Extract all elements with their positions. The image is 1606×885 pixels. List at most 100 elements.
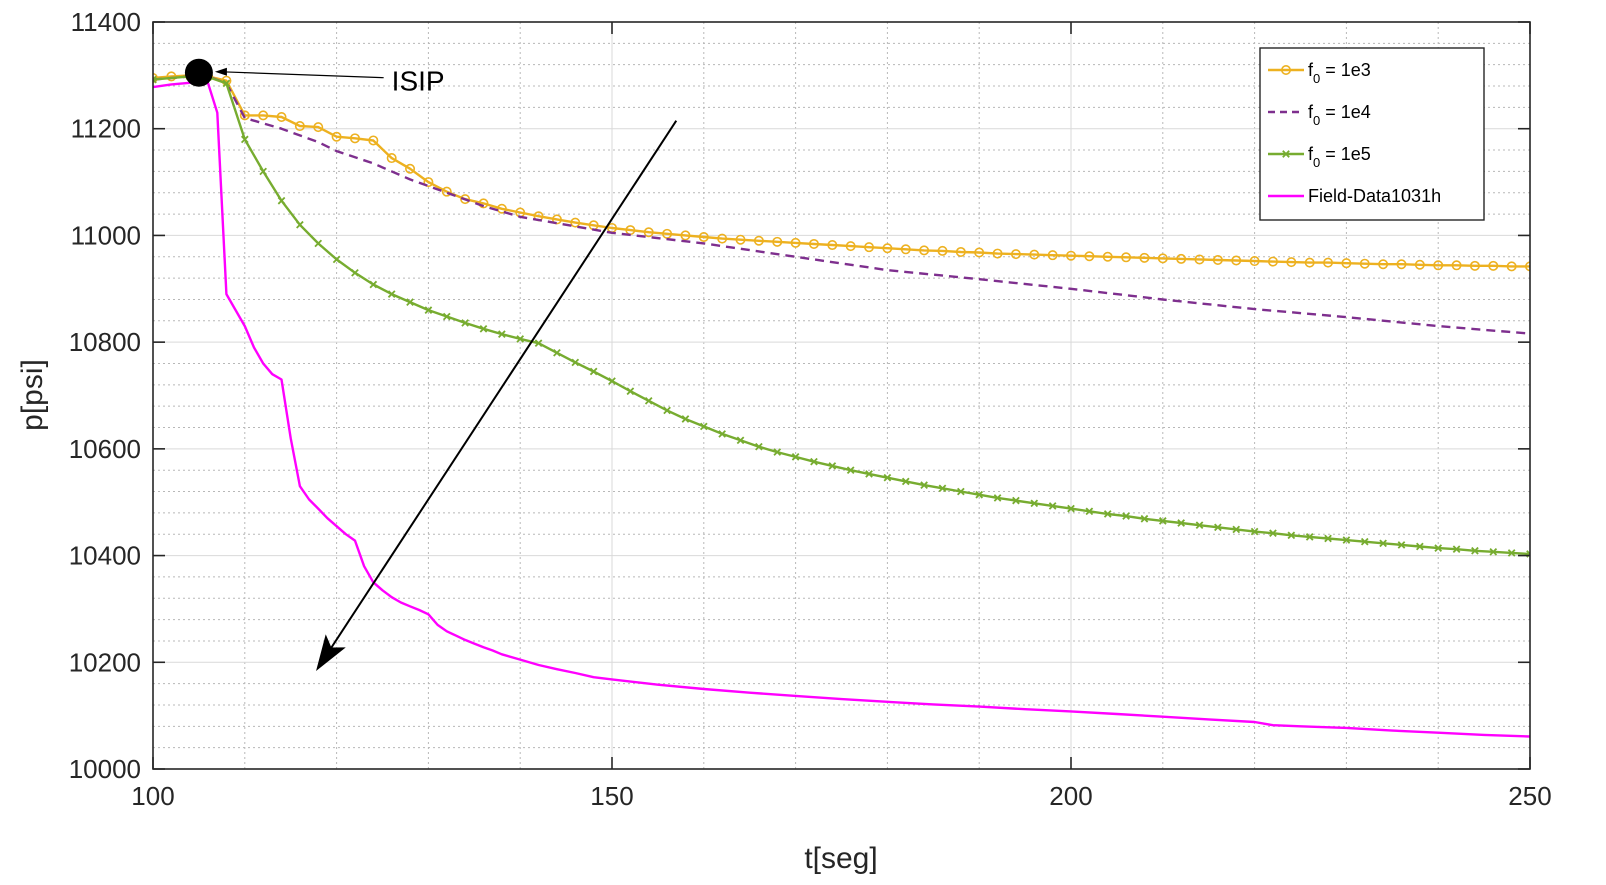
x-tick-label: 100 — [131, 781, 174, 811]
data-point-x — [810, 457, 818, 466]
data-point-circle — [643, 227, 654, 238]
legend-label: Field-Data1031h — [1308, 186, 1441, 206]
data-point-x — [626, 387, 635, 396]
y-tick-label: 10600 — [69, 434, 141, 464]
data-point-x — [1471, 546, 1479, 555]
data-point-x — [1067, 504, 1075, 513]
data-point-x — [1416, 542, 1424, 551]
data-point-circle — [900, 244, 911, 255]
data-point-x — [387, 290, 396, 298]
series-3 — [153, 72, 1530, 558]
data-point-x — [1177, 519, 1185, 527]
legend-label: f0 = 1e5 — [1308, 144, 1371, 170]
data-point-circle — [551, 214, 562, 225]
data-point-x — [1305, 533, 1314, 541]
data-point-circle — [1066, 250, 1077, 261]
data-point-circle — [1525, 261, 1530, 272]
data-point-x — [442, 312, 451, 321]
data-point-circle — [735, 234, 746, 245]
data-point-circle — [680, 230, 691, 241]
data-point-x — [846, 466, 855, 475]
data-point-circle — [1157, 253, 1168, 264]
data-point-x — [920, 481, 928, 489]
data-point-circle — [698, 232, 709, 243]
y-tick-label: 10800 — [69, 327, 141, 357]
data-point-x — [424, 306, 433, 314]
series-line — [153, 81, 1530, 738]
data-point-circle — [1047, 250, 1058, 261]
data-point-x — [314, 239, 323, 248]
data-point-x — [479, 324, 488, 333]
data-point-x — [406, 298, 414, 306]
data-point-circle — [1323, 257, 1334, 268]
series-layer — [153, 70, 1530, 738]
data-point-circle — [827, 240, 838, 251]
data-point-circle — [717, 233, 728, 244]
data-point-circle — [441, 186, 452, 197]
data-point-circle — [1396, 259, 1407, 270]
data-point-x — [773, 448, 782, 456]
data-point-x — [1324, 534, 1332, 543]
major-grid — [153, 22, 1530, 769]
legend-label: f0 = 1e3 — [1308, 60, 1371, 86]
legend-box — [1259, 47, 1485, 221]
data-point-circle — [276, 111, 287, 122]
legend-label: f0 = 1e4 — [1308, 102, 1371, 128]
annotation-layer: ISIP — [184, 58, 678, 671]
data-point-x — [718, 430, 726, 438]
data-point-x — [1269, 529, 1277, 537]
data-point-circle — [919, 245, 930, 256]
series-2 — [153, 75, 1530, 335]
data-point-circle — [1286, 257, 1297, 268]
trend-arrow — [316, 120, 678, 671]
data-point-x — [277, 196, 286, 205]
x-tick-label: 250 — [1508, 781, 1551, 811]
data-point-x — [901, 477, 910, 486]
data-point-x — [351, 268, 359, 277]
y-tick-label: 10200 — [69, 647, 141, 677]
data-point-x — [1282, 150, 1290, 158]
x-tick-label: 200 — [1049, 781, 1092, 811]
x-tick-label: 150 — [590, 781, 633, 811]
data-point-x — [1232, 525, 1241, 534]
data-point-x — [461, 319, 469, 327]
legend-entry-1: f0 = 1e3 — [1268, 60, 1371, 86]
data-point-circle — [1451, 260, 1462, 271]
data-point-x — [369, 280, 378, 289]
y-axis-label: p[psi] — [16, 359, 49, 431]
data-point-x — [828, 462, 837, 470]
data-point-circle — [258, 110, 269, 121]
data-point-x — [1012, 496, 1020, 505]
y-tick-label: 11200 — [71, 114, 141, 144]
data-point-x — [883, 473, 892, 482]
data-point-circle — [166, 71, 177, 82]
isip-pointer-line — [218, 71, 384, 79]
data-point-x — [153, 75, 157, 84]
data-point-x — [957, 487, 965, 496]
data-point-x — [865, 470, 873, 478]
y-tick-label: 11400 — [71, 7, 141, 37]
data-point-circle — [313, 122, 324, 133]
data-point-circle — [1304, 257, 1315, 268]
data-point-x — [1379, 539, 1387, 548]
legend-entry-3: f0 = 1e5 — [1268, 144, 1371, 170]
plot-frame — [152, 21, 1531, 770]
data-point-x — [993, 494, 1002, 502]
series-line — [153, 74, 1530, 268]
y-tick-label: 10000 — [69, 754, 141, 784]
data-point-x — [1250, 527, 1259, 536]
data-point-circle — [1469, 260, 1480, 271]
data-point-x — [240, 135, 249, 144]
data-point-x — [791, 453, 800, 461]
data-point-x — [1214, 523, 1222, 532]
data-point-circle — [1176, 253, 1187, 264]
data-point-x — [1140, 514, 1149, 523]
data-point-circle — [1506, 261, 1517, 272]
data-point-circle — [331, 131, 342, 142]
data-point-circle — [423, 177, 434, 188]
data-point-circle — [239, 110, 250, 121]
data-point-circle — [772, 236, 783, 247]
data-point-x — [608, 377, 616, 385]
isip-pointer-head — [214, 67, 227, 76]
